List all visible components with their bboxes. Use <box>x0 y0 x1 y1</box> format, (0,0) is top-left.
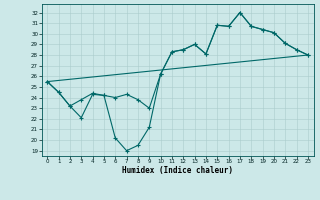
X-axis label: Humidex (Indice chaleur): Humidex (Indice chaleur) <box>122 166 233 175</box>
